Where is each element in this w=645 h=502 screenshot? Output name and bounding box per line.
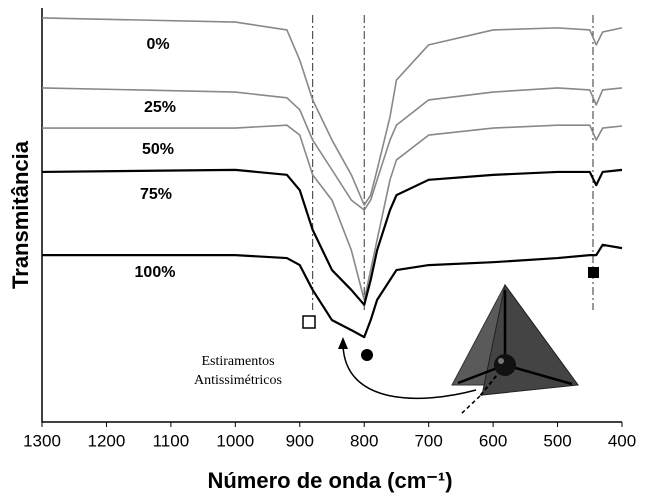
series-label: 100%	[135, 264, 176, 281]
square-symbol	[588, 267, 599, 278]
spectrum-line	[41, 168, 623, 306]
x-tick-label: 500	[543, 431, 571, 450]
x-axis-label: Número de onda (cm⁻¹)	[207, 468, 452, 493]
x-tick-label: 800	[350, 431, 378, 450]
y-axis-label: Transmitância	[8, 140, 33, 289]
x-tick-label: 700	[414, 431, 442, 450]
series-label: 75%	[140, 186, 172, 203]
x-tick-label: 1000	[216, 431, 254, 450]
plot: 1300 1200 1100 1000 900 800 700 600 500 400 0% 25% 5…	[23, 8, 636, 450]
x-tick-label: 600	[479, 431, 507, 450]
x-tick-label: 1100	[153, 431, 190, 450]
tetrahedron	[451, 283, 579, 416]
x-tick-label: 400	[608, 431, 636, 450]
arrow-head	[338, 337, 348, 349]
spectrum-line	[42, 124, 623, 301]
series-label: 25%	[144, 99, 176, 116]
x-tick-label: 900	[286, 431, 314, 450]
x-tick-label: 1300	[23, 431, 61, 450]
series-label: 50%	[142, 141, 174, 158]
arrow	[342, 344, 477, 400]
series-label: 0%	[146, 36, 169, 53]
circle-symbol	[361, 349, 373, 361]
open-square-symbol	[302, 315, 316, 329]
x-tick-label: 1200	[88, 431, 126, 450]
spectrum-line	[42, 243, 623, 339]
annotation: Estiramentos	[201, 354, 274, 369]
spectrum-line	[41, 17, 623, 206]
annotation: Antissimétricos	[194, 373, 282, 388]
spectrum-line	[41, 87, 623, 211]
